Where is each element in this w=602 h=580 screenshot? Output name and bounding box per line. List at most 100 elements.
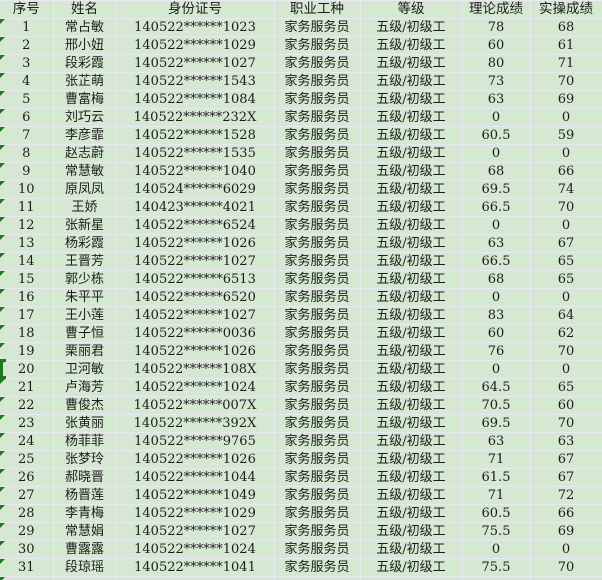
cell-name[interactable]: 张黄丽 — [53, 414, 117, 433]
cell-seq[interactable]: 27 — [0, 486, 54, 505]
cell-practice[interactable]: 71 — [530, 54, 602, 73]
cell-practice[interactable]: 0 — [530, 144, 602, 163]
cell-level[interactable]: 五级/初级工 — [360, 252, 463, 271]
cell-name[interactable]: 段琼瑶 — [53, 558, 117, 577]
cell-practice[interactable]: 65 — [530, 378, 602, 397]
cell-job[interactable]: 家务服务员 — [274, 252, 361, 271]
cell-job[interactable] — [274, 576, 361, 580]
cell-seq[interactable]: 4 — [0, 72, 54, 91]
cell-id[interactable]: 140522******1027 — [116, 306, 275, 325]
cell-theory[interactable]: 60 — [462, 36, 531, 55]
cell-name[interactable]: 常慧娟 — [53, 522, 117, 541]
cell-job[interactable]: 家务服务员 — [274, 504, 361, 523]
cell-theory[interactable]: 63 — [462, 234, 531, 253]
cell-name[interactable]: 张芷萌 — [53, 72, 117, 91]
cell-id[interactable]: 140522******1543 — [116, 72, 275, 91]
cell-practice[interactable]: 0 — [530, 108, 602, 127]
cell-id[interactable]: 140522******1026 — [116, 450, 275, 469]
cell-id[interactable]: 140522******007X — [116, 396, 275, 415]
cell-seq[interactable]: 15 — [0, 270, 54, 289]
column-header-name[interactable]: 姓名 — [53, 0, 117, 19]
cell-seq[interactable]: 29 — [0, 522, 54, 541]
cell-id[interactable]: 140522******0036 — [116, 324, 275, 343]
cell-practice[interactable]: 59 — [530, 126, 602, 145]
cell-name[interactable]: 杨彩霞 — [53, 234, 117, 253]
cell-id[interactable]: 140522******1024 — [116, 540, 275, 559]
cell-name[interactable]: 原凤凤 — [53, 180, 117, 199]
cell-name[interactable]: 李青梅 — [53, 504, 117, 523]
cell-name[interactable]: 常慧敏 — [53, 162, 117, 181]
cell-job[interactable]: 家务服务员 — [274, 72, 361, 91]
cell-practice[interactable]: 74 — [530, 180, 602, 199]
cell-seq[interactable]: 5 — [0, 90, 54, 109]
cell-practice[interactable]: 64 — [530, 306, 602, 325]
cell-practice[interactable]: 0 — [530, 360, 602, 379]
cell-theory[interactable]: 0 — [462, 288, 531, 307]
cell-practice[interactable]: 69 — [530, 522, 602, 541]
cell-theory[interactable]: 0 — [462, 540, 531, 559]
cell-seq[interactable]: 16 — [0, 288, 54, 307]
cell-practice[interactable]: 60 — [530, 396, 602, 415]
column-header-level[interactable]: 等级 — [360, 0, 463, 19]
cell-job[interactable]: 家务服务员 — [274, 450, 361, 469]
cell-name[interactable]: 郭少栋 — [53, 270, 117, 289]
cell-name[interactable]: 郝晓晋 — [53, 468, 117, 487]
cell-name[interactable]: 李彦霏 — [53, 126, 117, 145]
cell-level[interactable]: 五级/初级工 — [360, 108, 463, 127]
cell-id[interactable]: 140522******1027 — [116, 522, 275, 541]
cell-name[interactable]: 邢小妞 — [53, 36, 117, 55]
cell-theory[interactable]: 60 — [462, 324, 531, 343]
cell-job[interactable]: 家务服务员 — [274, 216, 361, 235]
cell-seq[interactable]: 10 — [0, 180, 54, 199]
column-header-job[interactable]: 职业工种 — [274, 0, 361, 19]
cell-level[interactable]: 五级/初级工 — [360, 180, 463, 199]
cell-theory[interactable]: 60.5 — [462, 504, 531, 523]
cell-id[interactable]: 140522******6520 — [116, 288, 275, 307]
cell-id[interactable]: 140522******1528 — [116, 126, 275, 145]
cell-level[interactable]: 五级/初级工 — [360, 342, 463, 361]
cell-id[interactable] — [116, 576, 275, 580]
cell-seq[interactable]: 22 — [0, 396, 54, 415]
cell-id[interactable]: 140522******1029 — [116, 504, 275, 523]
cell-job[interactable]: 家务服务员 — [274, 432, 361, 451]
cell-theory[interactable]: 70.5 — [462, 396, 531, 415]
cell-name[interactable]: 王娇 — [53, 198, 117, 217]
cell-level[interactable]: 五级/初级工 — [360, 162, 463, 181]
cell-id[interactable]: 140522******1084 — [116, 90, 275, 109]
column-header-id[interactable]: 身份证号 — [116, 0, 275, 19]
cell-seq[interactable]: 6 — [0, 108, 54, 127]
cell-level[interactable]: 五级/初级工 — [360, 270, 463, 289]
column-header-seq[interactable]: 序号 — [0, 0, 54, 19]
cell-seq[interactable]: 17 — [0, 306, 54, 325]
cell-practice[interactable]: 69 — [530, 90, 602, 109]
cell-theory[interactable]: 60.5 — [462, 126, 531, 145]
cell-name[interactable]: 刘巧云 — [53, 108, 117, 127]
cell-name[interactable]: 王晋芳 — [53, 252, 117, 271]
cell-name[interactable]: 常占敏 — [53, 18, 117, 37]
cell-level[interactable]: 五级/初级工 — [360, 306, 463, 325]
cell-theory[interactable]: 75.5 — [462, 558, 531, 577]
cell-seq[interactable]: 19 — [0, 342, 54, 361]
cell-level[interactable]: 五级/初级工 — [360, 126, 463, 145]
cell-level[interactable]: 五级/初级工 — [360, 90, 463, 109]
cell-seq[interactable]: 8 — [0, 144, 54, 163]
cell-theory[interactable]: 66.5 — [462, 252, 531, 271]
cell-practice[interactable]: 66 — [530, 504, 602, 523]
cell-practice[interactable]: 65 — [530, 252, 602, 271]
cell-seq[interactable]: 9 — [0, 162, 54, 181]
cell-seq[interactable]: 12 — [0, 216, 54, 235]
cell-seq[interactable]: 23 — [0, 414, 54, 433]
cell-theory[interactable]: 68 — [462, 162, 531, 181]
cell-level[interactable]: 五级/初级工 — [360, 54, 463, 73]
cell-level[interactable]: 五级/初级工 — [360, 378, 463, 397]
cell-id[interactable]: 140522******1041 — [116, 558, 275, 577]
cell-practice[interactable]: 67 — [530, 450, 602, 469]
cell-id[interactable]: 140522******9765 — [116, 432, 275, 451]
cell-level[interactable]: 五级/初级工 — [360, 324, 463, 343]
cell-practice[interactable]: 65 — [530, 270, 602, 289]
cell-seq[interactable]: 11 — [0, 198, 54, 217]
cell-seq[interactable]: 20 — [0, 360, 54, 379]
cell-job[interactable]: 家务服务员 — [274, 342, 361, 361]
cell-practice[interactable]: 61 — [530, 36, 602, 55]
cell-id[interactable]: 140522******232X — [116, 108, 275, 127]
